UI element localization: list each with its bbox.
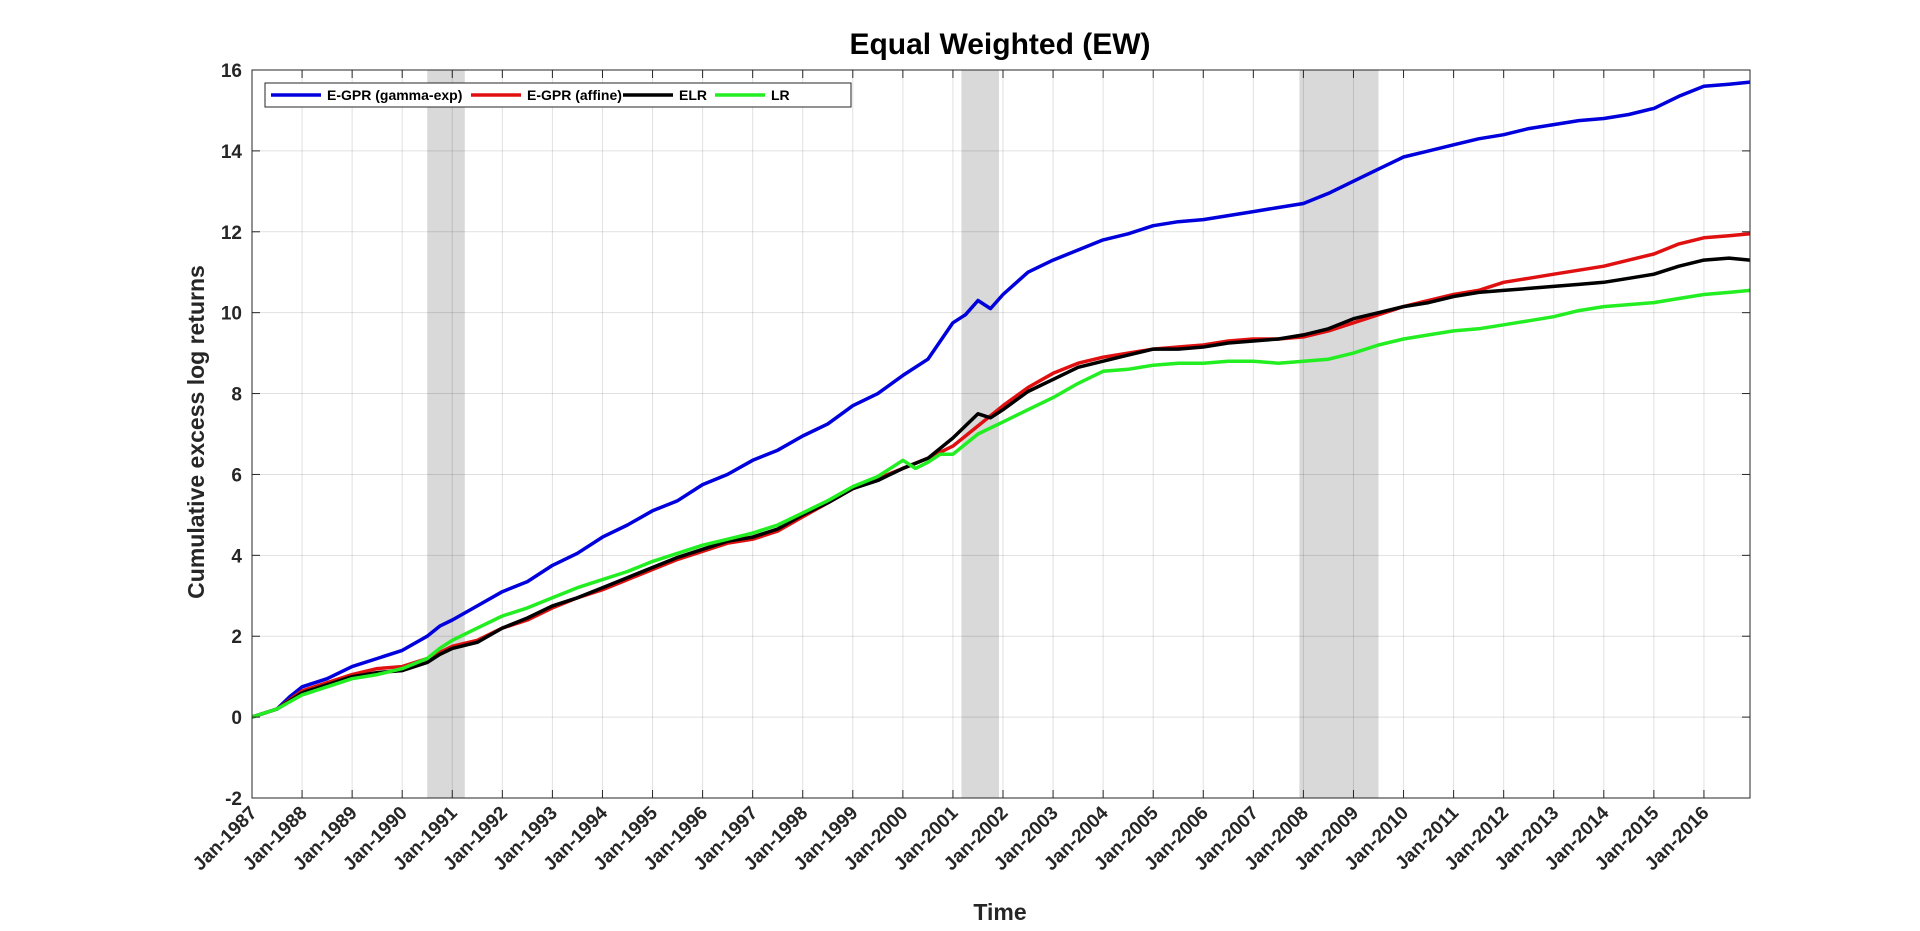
y-axis-label: Cumulative excess log returns (183, 265, 209, 599)
shaded-period-1 (427, 70, 465, 798)
y-tick-label-1: -2 (225, 789, 242, 810)
y-tick-label-7: 10 (221, 304, 242, 325)
chart-title: Equal Weighted (EW) (849, 28, 1150, 61)
shaded-period-3 (1299, 70, 1379, 798)
legend-label-1: E-GPR (gamma-exp) (327, 87, 462, 103)
x-axis-label: Time (973, 899, 1026, 925)
legend-label-4: LR (771, 87, 790, 103)
series-line-3 (251, 256, 1751, 719)
y-tick-label-10: 16 (221, 61, 242, 82)
y-tick-label-5: 6 (231, 465, 242, 486)
legend-label-3: ELR (679, 87, 707, 103)
y-tick-label-2: 0 (231, 708, 242, 729)
y-tick-label-3: 2 (231, 627, 242, 648)
y-tick-label-6: 8 (231, 385, 242, 406)
legend-label-2: E-GPR (affine) (527, 87, 622, 103)
series-line-1 (251, 80, 1751, 719)
series-line-4 (251, 288, 1751, 719)
y-tick-label-8: 12 (221, 223, 242, 244)
y-tick-label-4: 4 (231, 546, 242, 567)
plot-frame (251, 69, 1751, 799)
y-tick-label-9: 14 (221, 142, 243, 163)
plot-background (252, 70, 1750, 798)
plot-area: -20246810121416Jan-1987Jan-1988Jan-1989J… (189, 61, 1751, 875)
